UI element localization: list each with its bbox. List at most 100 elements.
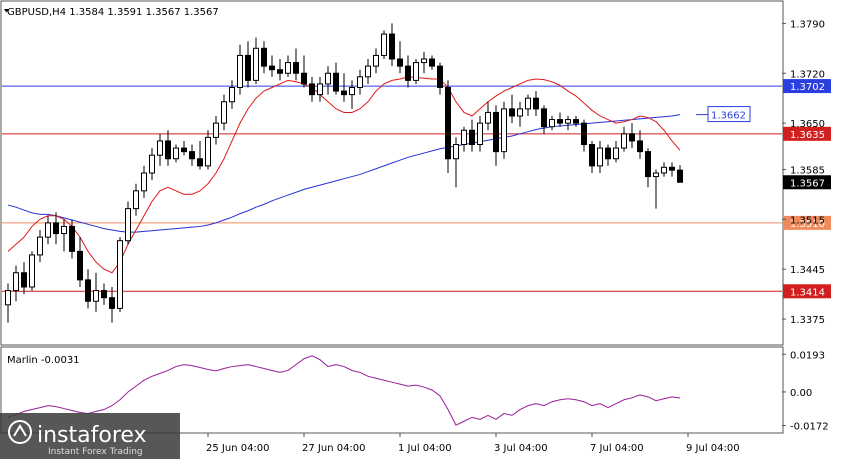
candle-body-down: [21, 272, 27, 288]
time-tick-label: 3 Jul 04:00: [494, 443, 548, 454]
candle-body-down: [69, 225, 75, 252]
header-triangle-icon: [4, 9, 9, 13]
symbol-header: GBPUSD,H4 1.3584 1.3591 1.3567 1.3567: [7, 7, 219, 18]
candle-body-down: [277, 69, 283, 74]
candle: [373, 48, 379, 74]
candle-body-down: [541, 108, 547, 128]
candle: [101, 283, 107, 305]
candle-body-up: [517, 108, 523, 117]
price-level-label: 1.3414: [790, 287, 825, 298]
candle: [485, 101, 491, 131]
candle-body-up: [421, 58, 427, 64]
candle-body-down: [197, 158, 203, 167]
candle-body-down: [509, 108, 515, 117]
candle-body-up: [501, 108, 507, 153]
watermark-brand: instaforex: [37, 423, 147, 448]
indicator-tick-label: 0.00: [790, 388, 812, 399]
candle-body-up: [173, 147, 179, 160]
candle-body-up: [61, 225, 67, 235]
candle: [133, 183, 139, 216]
candle-body-down: [389, 33, 395, 60]
candle-body-down: [405, 65, 411, 81]
candle-body-up: [381, 33, 387, 56]
candle: [549, 116, 555, 131]
candle: [533, 91, 539, 116]
indicator-axis: 0.0193 0.00 -0.0172: [782, 350, 829, 433]
candle-body-down: [645, 151, 651, 178]
candle: [285, 55, 291, 77]
candle: [165, 130, 171, 166]
candle-body-down: [77, 250, 83, 281]
candle: [581, 119, 587, 152]
candle: [229, 80, 235, 109]
candle-body-up: [45, 222, 51, 238]
candle-body-up: [237, 54, 243, 88]
candle-body-down: [333, 72, 339, 92]
candle-body-up: [373, 54, 379, 67]
candle-body-up: [141, 172, 147, 192]
candle: [317, 76, 323, 102]
candle: [421, 51, 427, 74]
candle-body-up: [653, 172, 659, 178]
candle-body-up: [133, 190, 139, 210]
ma-value-tag: [707, 106, 751, 123]
candle-body-down: [469, 129, 475, 145]
candle: [573, 116, 579, 127]
time-tick-label: 27 Jun 04:00: [302, 443, 366, 454]
candle-body-down: [309, 83, 315, 96]
candle: [669, 162, 675, 177]
price-level-tag: [783, 284, 831, 299]
candle: [389, 23, 395, 67]
candle-body-up: [285, 62, 291, 74]
candle: [69, 219, 75, 259]
price-axis: 1.3790 1.3720 1.3650 1.3585 1.3515 1.3445 1.33…: [782, 19, 825, 326]
candle-body-up: [157, 140, 163, 156]
candle: [245, 41, 251, 88]
candle: [413, 59, 419, 84]
candle: [333, 62, 339, 95]
candle: [301, 55, 307, 88]
candle: [365, 59, 371, 84]
candle: [181, 140, 187, 156]
candle: [605, 144, 611, 166]
candle: [397, 41, 403, 74]
candle-body-down: [189, 151, 195, 160]
candle: [85, 269, 91, 309]
candle: [509, 94, 515, 124]
time-tick-label: 7 Jul 04:00: [590, 443, 644, 454]
candle-body-down: [629, 133, 635, 142]
candle-body-down: [533, 97, 539, 110]
candle: [405, 55, 411, 88]
candle-body-up: [461, 129, 467, 145]
candle: [77, 237, 83, 287]
time-axis: 25 Jun 04:00 27 Jun 04:00 1 Jul 04:00 3 Jul…: [206, 433, 740, 454]
candle-body-up: [565, 119, 571, 124]
candle-body-down: [437, 65, 443, 88]
time-tick-label: 1 Jul 04:00: [398, 443, 452, 454]
candle-body-down: [493, 111, 499, 153]
candle: [29, 251, 35, 291]
candle-body-down: [165, 140, 171, 160]
indicator-tick-label: -0.0172: [790, 422, 829, 433]
price-level-tag: [783, 126, 831, 141]
candle: [557, 112, 563, 127]
instaforex-logo-icon: [8, 420, 32, 444]
candle-body-up: [365, 65, 371, 78]
candle: [109, 287, 115, 323]
candle-body-down: [581, 122, 587, 145]
candle: [173, 144, 179, 163]
price-tick-label: 1.3375: [790, 315, 825, 326]
candle-body-down: [589, 144, 595, 167]
candle-body-down: [261, 47, 267, 67]
candle: [141, 165, 147, 198]
candle: [325, 66, 331, 95]
candle-body-down: [669, 166, 675, 171]
candle: [453, 137, 459, 188]
candle-body-up: [597, 147, 603, 167]
candle: [637, 130, 643, 159]
candle-body-down: [341, 90, 347, 96]
candles-layer: [5, 23, 683, 323]
candle-body-up: [413, 62, 419, 81]
candle-body-down: [245, 54, 251, 81]
